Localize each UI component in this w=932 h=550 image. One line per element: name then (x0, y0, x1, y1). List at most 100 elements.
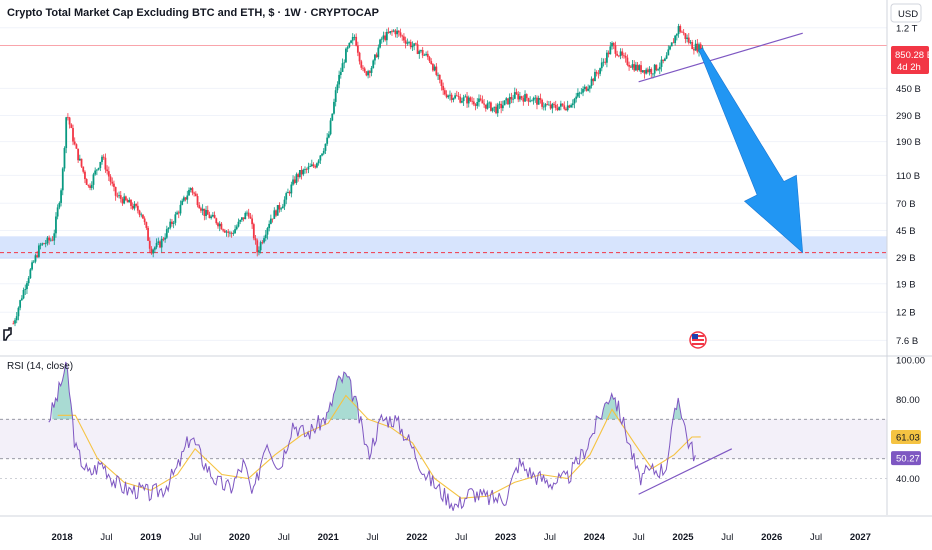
candle-body (329, 120, 332, 135)
candle-body (437, 74, 439, 76)
candle-body (546, 104, 549, 106)
candle-body (89, 185, 91, 188)
candle-body (106, 169, 109, 172)
currency-label: USD (898, 9, 918, 20)
time-axis[interactable]: 2018 Jul 2019 Jul 2020 Jul 2021 Jul 2022 Jul 2023 J… (0, 515, 932, 543)
candle-body (551, 103, 554, 109)
candle-body (109, 176, 112, 182)
candle-body (684, 33, 687, 39)
candle-body (351, 36, 354, 41)
candle-body (643, 70, 646, 74)
candle-body (278, 205, 281, 210)
price-tick-label: 190 B (896, 137, 921, 148)
price-pane-bg[interactable] (0, 0, 887, 355)
price-trendline[interactable] (638, 32, 803, 83)
candle-body (37, 245, 40, 257)
time-tick-label: 2026 (761, 532, 782, 543)
candle-body (696, 43, 699, 52)
candle-body (648, 69, 651, 73)
candle-body (433, 66, 436, 71)
candle-body (51, 239, 54, 241)
candle-body (592, 78, 595, 82)
candle-body (181, 200, 184, 205)
candle-body (356, 45, 359, 53)
candle-body (459, 96, 462, 103)
candle-body (254, 238, 257, 241)
rsi-pane[interactable]: RSI (14, close) (0, 361, 887, 511)
candle-body (237, 221, 240, 227)
forecast-arrow[interactable] (698, 47, 804, 254)
candle-body (500, 103, 503, 109)
candle-body (46, 237, 49, 244)
candle-body (479, 98, 482, 101)
price-ticks: 1.2 T 450 B 290 B 190 B 110 B 70 B 45 B 29 B 19 … (896, 23, 921, 347)
candle-body (616, 53, 619, 56)
candle-body (258, 250, 260, 253)
candle-body (672, 42, 675, 44)
rsi-trendline[interactable] (638, 448, 733, 495)
candle-body (152, 249, 155, 254)
candle-body (670, 42, 673, 47)
candle-body (246, 212, 248, 214)
candle-body (102, 156, 105, 158)
candle-body (276, 205, 279, 216)
candle-body (201, 208, 204, 211)
candle-body (525, 94, 528, 99)
candle-body (130, 199, 132, 206)
candle-body (457, 96, 460, 97)
candles (12, 23, 704, 327)
candle-body (377, 47, 380, 58)
candle-body (657, 69, 659, 71)
candle-body (450, 94, 453, 100)
candle-body (305, 169, 308, 170)
candle-body (391, 31, 393, 32)
candle-body (247, 212, 250, 217)
candle-body (324, 143, 327, 151)
candle-body (452, 98, 455, 100)
candle-body (512, 98, 514, 100)
candle-body (669, 46, 671, 50)
candle-body (87, 184, 90, 186)
candle-body (317, 160, 320, 164)
candle-body (162, 238, 165, 240)
time-tick-label: Jul (100, 532, 112, 543)
price-axis[interactable]: USD 1.2 T 450 B 290 B 190 B 110 B 70 B 45 B 29 … (886, 0, 932, 515)
candle-body (529, 100, 532, 102)
candle-body (609, 46, 612, 55)
candle-body (256, 240, 259, 253)
candle-body (476, 102, 479, 106)
candle-body (147, 227, 149, 241)
candle-body (481, 100, 484, 104)
candle-body (97, 168, 100, 170)
candle-body (66, 117, 69, 119)
candle-body (638, 65, 641, 71)
price-pane[interactable]: Crypto Total Market Cap Excluding BTC an… (0, 0, 887, 355)
rsi-label[interactable]: RSI (14, close) (7, 361, 73, 372)
candle-body (111, 181, 114, 184)
currency-box[interactable] (890, 3, 922, 23)
candle-body (322, 150, 325, 154)
candle-body (558, 106, 561, 110)
candle-body (252, 224, 255, 239)
candle-body (242, 217, 245, 220)
candle-body (633, 64, 636, 71)
candle-body (368, 71, 371, 73)
candle-body (507, 98, 509, 105)
candle-body (372, 60, 375, 68)
price-tick-label: 1.2 T (896, 23, 918, 34)
candle-body (44, 243, 47, 245)
candle-body (92, 174, 95, 185)
candle-body (43, 243, 45, 245)
candle-body (416, 44, 419, 54)
candle-body (116, 195, 119, 197)
candle-body (530, 100, 533, 102)
candle-body (636, 64, 639, 71)
candle-body (580, 92, 583, 94)
candle-body (501, 105, 504, 109)
candle-body (75, 144, 78, 149)
candle-body (355, 36, 358, 46)
candle-body (599, 68, 601, 74)
us-flag-icon[interactable] (689, 331, 707, 349)
time-tick-label: Jul (278, 532, 290, 543)
candle-body (280, 208, 283, 210)
